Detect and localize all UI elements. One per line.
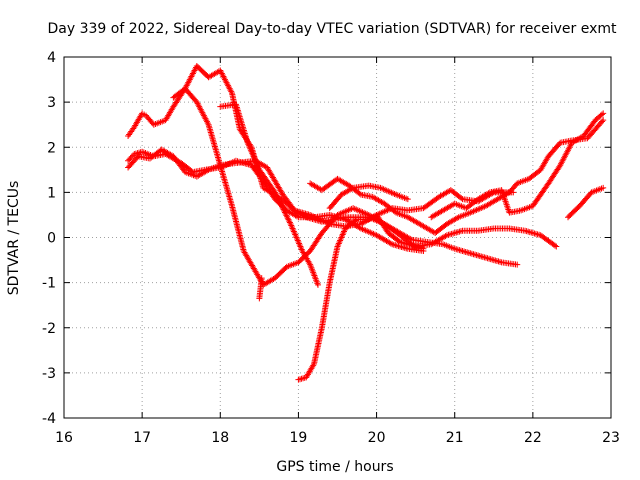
data-point (134, 154, 141, 161)
x-tick-label: 21 (446, 430, 464, 446)
series-track-d (170, 85, 521, 288)
data-point (126, 156, 133, 163)
x-tick-label: 18 (211, 430, 229, 446)
series-track-j (428, 110, 607, 221)
data-point (458, 195, 465, 202)
series-track-e (217, 101, 321, 288)
y-tick-label: 4 (47, 50, 56, 66)
x-tick-label: 20 (368, 430, 386, 446)
data-point (284, 215, 291, 222)
data-point (258, 275, 265, 282)
data-point (599, 118, 606, 125)
data-point (387, 240, 394, 247)
data-point (284, 213, 291, 220)
series-track-h (307, 117, 607, 236)
y-tick-label: 2 (47, 140, 56, 156)
data-point (553, 243, 560, 250)
data-point (454, 215, 461, 222)
y-axis: 4 3 2 1 0 -1 -2 -3 -4 (42, 50, 611, 427)
y-axis-label: SDTVAR / TECUs (6, 181, 22, 296)
data-point (356, 190, 363, 197)
data-point (286, 218, 293, 225)
data-point (281, 209, 288, 216)
series-track-f (256, 275, 265, 302)
series-track-k (565, 184, 607, 221)
data-point (285, 216, 292, 223)
data-point (514, 261, 521, 268)
data-point (600, 110, 607, 117)
data-point (551, 242, 558, 249)
data-point (293, 213, 300, 220)
x-axis: 16 17 18 19 20 21 22 23 (55, 57, 620, 446)
data-point (279, 203, 286, 210)
data-point (485, 190, 492, 197)
data-point (274, 193, 281, 200)
data-point (125, 157, 132, 164)
data-point (600, 184, 607, 191)
data-point (286, 219, 293, 226)
grid (64, 57, 611, 418)
data-point (404, 196, 411, 203)
y-tick-label: -1 (42, 276, 56, 292)
data-point (271, 189, 278, 196)
series-track-g (295, 211, 560, 383)
data-point (272, 190, 279, 197)
data-point (278, 202, 285, 209)
chart-title: Day 339 of 2022, Sidereal Day-to-day VTE… (48, 21, 618, 37)
y-tick-label: 3 (47, 95, 56, 111)
series-track-i (326, 182, 411, 212)
data-point (352, 217, 359, 224)
data-point (283, 212, 290, 219)
x-tick-label: 16 (55, 430, 73, 446)
data-point (282, 210, 289, 217)
data-point (128, 153, 135, 160)
data-point (275, 196, 282, 203)
data-point (276, 199, 283, 206)
data-point (274, 195, 281, 202)
y-tick-label: -2 (42, 321, 56, 337)
y-tick-label: -4 (42, 411, 56, 427)
x-tick-label: 22 (524, 430, 542, 446)
data-point (281, 208, 288, 215)
data-point (348, 185, 355, 192)
data-series (125, 63, 607, 383)
y-tick-label: 0 (47, 231, 56, 247)
data-point (127, 155, 134, 162)
data-point (273, 192, 280, 199)
data-point (280, 206, 287, 213)
data-point (277, 200, 284, 207)
data-point (442, 233, 449, 240)
x-axis-label: GPS time / hours (276, 459, 393, 475)
data-point (314, 281, 321, 288)
data-point (420, 248, 427, 255)
data-point (598, 111, 605, 118)
y-tick-label: 1 (47, 185, 56, 201)
x-tick-label: 23 (602, 430, 620, 446)
x-tick-label: 19 (290, 430, 308, 446)
y-tick-label: -3 (42, 366, 56, 382)
data-point (600, 117, 607, 124)
x-tick-label: 17 (133, 430, 151, 446)
data-point (407, 235, 414, 242)
data-point (395, 238, 402, 245)
data-point (204, 167, 211, 174)
data-point (276, 197, 283, 204)
data-point (279, 205, 286, 212)
